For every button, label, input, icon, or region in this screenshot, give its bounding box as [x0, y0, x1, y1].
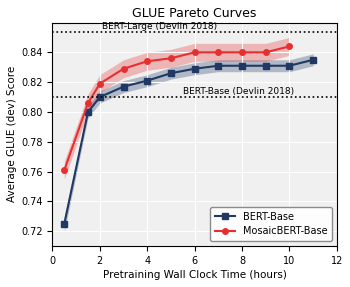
Title: GLUE Pareto Curves: GLUE Pareto Curves: [133, 7, 257, 20]
Y-axis label: Average GLUE (dev) Score: Average GLUE (dev) Score: [7, 66, 17, 202]
BERT-Base: [121, 85, 126, 88]
BERT-Base: [86, 110, 90, 114]
BERT-Base: [145, 79, 149, 82]
BERT-Base: [193, 67, 197, 70]
MosaicBERT-Base: [169, 57, 173, 60]
MosaicBERT-Base: [86, 101, 90, 105]
MosaicBERT-Base: [121, 67, 126, 70]
BERT-Base: [62, 222, 66, 226]
MosaicBERT-Base: [62, 168, 66, 172]
MosaicBERT-Base: [240, 51, 244, 54]
BERT-Base: [216, 64, 221, 67]
BERT-Base: [98, 95, 102, 99]
Line: BERT-Base: BERT-Base: [62, 57, 316, 226]
X-axis label: Pretraining Wall Clock Time (hours): Pretraining Wall Clock Time (hours): [103, 270, 287, 280]
MosaicBERT-Base: [287, 45, 292, 48]
BERT-Base: [311, 58, 315, 61]
MosaicBERT-Base: [264, 51, 268, 54]
BERT-Base: [264, 64, 268, 67]
Text: BERT-Base (Devlin 2018): BERT-Base (Devlin 2018): [183, 87, 294, 96]
MosaicBERT-Base: [216, 51, 221, 54]
MosaicBERT-Base: [145, 59, 149, 63]
Line: MosaicBERT-Base: MosaicBERT-Base: [62, 44, 292, 173]
Text: BERT-Large (Devlin 2018): BERT-Large (Devlin 2018): [102, 22, 217, 31]
BERT-Base: [169, 71, 173, 75]
MosaicBERT-Base: [193, 51, 197, 54]
MosaicBERT-Base: [98, 82, 102, 85]
BERT-Base: [287, 64, 292, 67]
BERT-Base: [240, 64, 244, 67]
Legend: BERT-Base, MosaicBERT-Base: BERT-Base, MosaicBERT-Base: [210, 207, 332, 241]
